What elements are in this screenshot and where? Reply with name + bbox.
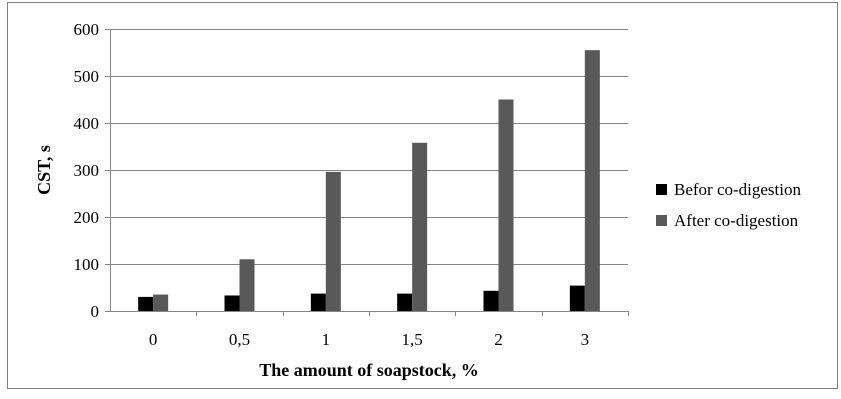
bar-before <box>224 295 240 311</box>
y-tick-label: 300 <box>74 161 100 180</box>
legend-swatch-before <box>656 184 667 195</box>
x-axis-title: The amount of soapstock, % <box>259 360 479 380</box>
y-tick-label: 600 <box>74 20 100 39</box>
y-tick-label: 500 <box>74 67 100 86</box>
y-axis-title: CST, s <box>34 145 54 195</box>
y-tick-label: 400 <box>74 114 100 133</box>
bar-before <box>310 293 326 311</box>
bar-after <box>239 259 255 311</box>
bar-after <box>325 171 341 311</box>
x-tick-label: 0,5 <box>229 330 250 349</box>
x-tick-label: 2 <box>494 330 503 349</box>
bar-before <box>138 296 154 311</box>
legend: Befor co-digestion After co-digestion <box>656 180 801 230</box>
y-tick-label: 0 <box>91 302 100 321</box>
y-tick-label: 100 <box>74 255 100 274</box>
bar-after <box>412 142 428 311</box>
bar-after <box>498 99 514 311</box>
y-tick-label: 200 <box>74 208 100 227</box>
x-tick-label: 0 <box>149 330 158 349</box>
legend-label-before: Befor co-digestion <box>674 180 801 199</box>
bar-after <box>153 294 169 311</box>
bar-before <box>483 290 499 311</box>
bars <box>138 50 600 312</box>
bar-after <box>584 50 600 312</box>
bar-before <box>569 285 585 311</box>
legend-label-after: After co-digestion <box>674 211 799 230</box>
x-tick-label: 3 <box>581 330 590 349</box>
bar-before <box>397 293 413 311</box>
gridlines <box>110 29 628 265</box>
x-tick-label: 1 <box>322 330 331 349</box>
tick-labels: 0 100 200 300 400 500 600 0 0,5 1 1,5 2 3 <box>74 20 629 349</box>
legend-swatch-after <box>656 215 667 226</box>
x-tick-label: 1,5 <box>402 330 423 349</box>
